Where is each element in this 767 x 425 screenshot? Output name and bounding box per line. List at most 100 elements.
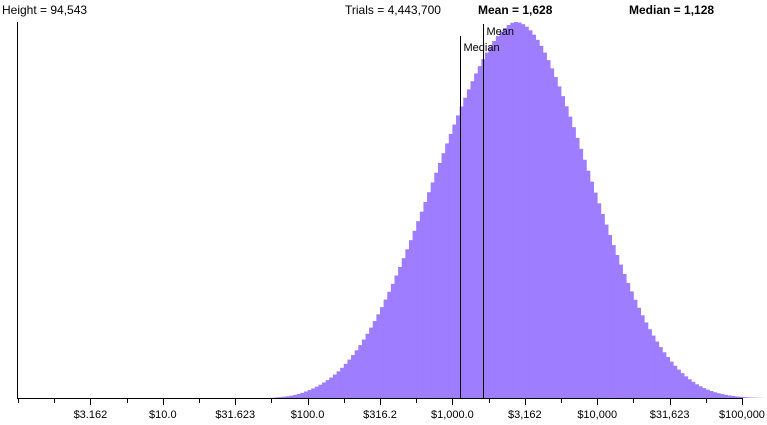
histogram-bar [513, 22, 518, 398]
histogram-bar [343, 363, 348, 398]
histogram-bar [532, 34, 537, 398]
histogram-bar [597, 203, 602, 398]
histogram-bar [676, 369, 681, 398]
histogram-bar [517, 22, 522, 398]
histogram-bar [633, 299, 638, 398]
histogram-bar [358, 345, 363, 398]
histogram-bar [332, 374, 337, 398]
histogram-bar [448, 133, 453, 398]
median-label: Median [464, 42, 500, 54]
histogram-bar [285, 396, 290, 398]
histogram-bar [542, 52, 547, 398]
histogram-bar [745, 397, 750, 398]
histogram-bar [535, 39, 540, 399]
histogram-bar [503, 27, 508, 398]
statistic-markers: Mean Median [460, 24, 515, 398]
histogram-bar [495, 36, 500, 399]
x-tick-label: $100.0 [291, 409, 325, 421]
histogram-bar [658, 347, 663, 398]
histogram-bar [662, 352, 667, 398]
histogram-bar [492, 41, 497, 399]
histogram-bar [553, 77, 558, 399]
histogram-bar [738, 396, 743, 398]
median-readout: Median = 1,128 [629, 3, 715, 17]
histogram-bar [423, 201, 428, 398]
histogram-bar [387, 291, 392, 398]
histogram-bar [412, 230, 417, 398]
histogram-bar [296, 394, 301, 398]
mean-label: Mean [487, 26, 515, 38]
histogram-bar [582, 159, 587, 398]
mean-readout: Mean = 1,628 [478, 3, 553, 17]
histogram-bar [506, 24, 511, 398]
histogram-bar [463, 97, 468, 398]
histogram-bar [626, 282, 631, 398]
histogram-bar [622, 273, 627, 398]
histogram-bar [336, 371, 341, 398]
histogram-bar [383, 299, 388, 398]
histogram-bar [365, 333, 370, 398]
histogram-bar [351, 355, 356, 398]
histogram-bar [401, 258, 406, 398]
histogram-bar [742, 397, 747, 398]
histogram-bar [314, 386, 319, 398]
histogram-bar [372, 321, 377, 398]
histogram-bar [452, 124, 457, 398]
histogram-bar [734, 396, 739, 398]
x-tick-label: $1,000.0 [431, 409, 474, 421]
histogram-bar [669, 361, 674, 398]
histogram-bar [694, 384, 699, 398]
histogram-bar [727, 395, 732, 398]
x-tick-label: $10.0 [149, 409, 177, 421]
histogram-bar [546, 60, 551, 399]
histogram-bar [419, 211, 424, 398]
trials-readout: Trials = 4,443,700 [345, 3, 441, 17]
histogram-bar [459, 106, 464, 398]
histogram-bar [347, 359, 352, 398]
histogram-bar [593, 192, 598, 398]
histogram-bar [361, 339, 366, 398]
histogram-bar [655, 341, 660, 398]
histogram-bar [568, 116, 573, 398]
histogram-bar [618, 264, 623, 398]
histogram-bar [427, 192, 432, 398]
x-tick-label: $100,000 [719, 409, 765, 421]
histogram-bar [586, 170, 591, 398]
histogram-bar [354, 350, 359, 398]
histogram-bar [629, 291, 634, 398]
histogram-bar [731, 395, 736, 398]
histogram-bar [651, 335, 656, 398]
histogram-bar [550, 68, 555, 399]
histogram-bar [604, 224, 609, 398]
x-tick-label: $31.623 [215, 409, 255, 421]
histogram-bar [394, 275, 399, 398]
histogram-bar [380, 307, 385, 398]
histogram-bar [303, 391, 308, 398]
histogram-bar [647, 329, 652, 398]
histogram-bar [539, 45, 544, 398]
histogram-bar [499, 31, 504, 398]
histogram-bar [644, 322, 649, 398]
histogram-bar [311, 388, 316, 398]
histogram-bar [282, 396, 287, 398]
histogram-bar [390, 283, 395, 398]
height-readout: Height = 94,543 [2, 3, 88, 17]
histogram-bar [600, 214, 605, 398]
histogram-bar [289, 395, 294, 398]
histogram-bar [275, 397, 280, 398]
x-tick-label: $3.162 [74, 409, 108, 421]
histogram-bar [430, 182, 435, 398]
histogram-bar [398, 266, 403, 398]
histogram-bar [441, 153, 446, 398]
histogram-bar [713, 392, 718, 398]
histogram-bars [271, 22, 765, 399]
histogram-bar [589, 181, 594, 398]
histogram-bar [484, 52, 489, 398]
histogram-bar [687, 379, 692, 398]
histogram-bar [615, 255, 620, 398]
histogram-bar [408, 240, 413, 398]
histogram-bar [665, 357, 670, 398]
histogram-bar [477, 66, 482, 399]
histogram-bar [564, 106, 569, 398]
